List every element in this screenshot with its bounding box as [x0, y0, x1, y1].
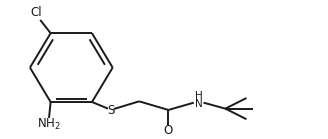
Text: S: S — [107, 104, 114, 117]
Text: Cl: Cl — [30, 6, 42, 19]
Text: O: O — [164, 124, 173, 137]
Text: NH$_2$: NH$_2$ — [37, 117, 61, 132]
Text: H
N: H N — [195, 91, 203, 110]
